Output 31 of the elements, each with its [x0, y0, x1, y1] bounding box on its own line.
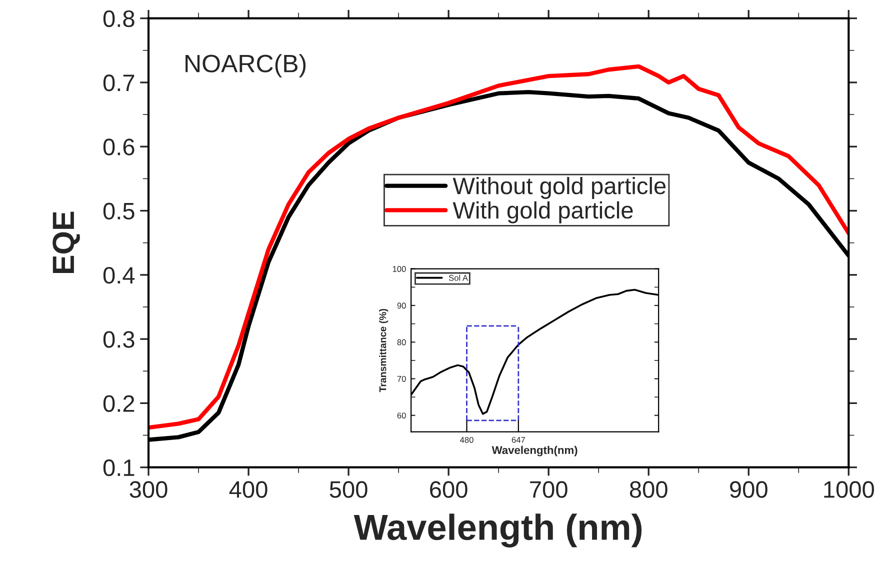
legend-label: Sol A: [448, 274, 468, 281]
annotation: NOARC(B): [186, 54, 306, 78]
y-tick-label: 70: [397, 376, 406, 382]
x-tick-label: 480: [460, 436, 474, 443]
x-axis-title: Wavelength (nm): [354, 514, 642, 548]
y-tick-label: 0.6: [103, 138, 134, 156]
x-tick-label: 300: [130, 481, 168, 498]
x-tick-label: 500: [330, 481, 368, 498]
legend-label: Without gold particle: [452, 176, 666, 199]
y-tick-label: 0.1: [103, 459, 134, 476]
legend-label: With gold particle: [452, 201, 633, 224]
y-tick-label: 0.8: [103, 10, 134, 28]
x-tick-label: 1000: [824, 481, 874, 498]
y-tick-label: 60: [397, 412, 406, 418]
y-tick-label: 0.2: [103, 395, 134, 412]
y-axis-title: EQE: [52, 212, 80, 274]
x-tick-label: 700: [530, 481, 568, 498]
y-tick-label: 0.3: [103, 331, 134, 348]
y-axis-title: Transmittance (%): [379, 308, 388, 392]
x-tick-label: 647: [512, 436, 525, 443]
x-axis-title: Wavelength(nm): [492, 446, 578, 456]
y-tick-label: 0.4: [103, 266, 135, 284]
y-tick-label: 0.5: [103, 202, 134, 220]
x-tick-label: 800: [630, 481, 668, 498]
y-tick-label: 80: [397, 339, 406, 346]
x-tick-label: 900: [730, 481, 768, 498]
x-tick-label: 600: [430, 481, 468, 498]
y-tick-label: 0.7: [103, 74, 134, 92]
y-tick-label: 90: [397, 302, 406, 309]
y-tick-label: 100: [392, 266, 406, 272]
x-tick-label: 400: [229, 481, 268, 498]
